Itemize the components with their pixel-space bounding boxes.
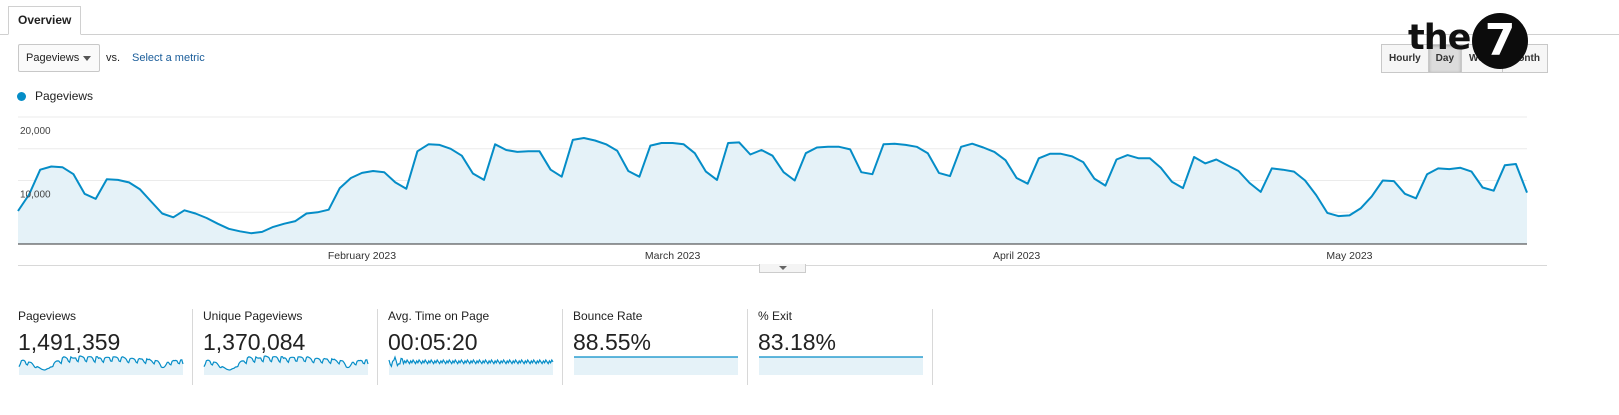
sparkline-line [388, 355, 554, 368]
sparkline [574, 356, 738, 375]
metric-select-value: Pageviews [26, 52, 80, 64]
x-tick-label: February 2023 [328, 250, 396, 262]
legend-label: Pageviews [35, 89, 94, 103]
sparkline-line [203, 355, 369, 371]
the7-logo: the 7 [1408, 12, 1532, 70]
sparkline-area [574, 357, 738, 375]
sparkline [203, 355, 369, 375]
sparkline [759, 356, 923, 375]
x-tick-label: March 2023 [645, 250, 701, 262]
sparkline [388, 355, 554, 375]
collapse-handle[interactable] [759, 264, 806, 273]
sparkline-area [389, 357, 553, 375]
sparkline-area [204, 356, 368, 375]
sparkline-area [759, 357, 923, 375]
stat-divider [747, 309, 748, 385]
sparkline-area [19, 356, 183, 375]
stat-divider [192, 309, 193, 385]
metric-select[interactable]: Pageviews [18, 44, 100, 72]
sparkline-line [18, 355, 184, 371]
select-metric-link[interactable]: Select a metric [132, 52, 205, 64]
y-tick-label: 10,000 [20, 190, 51, 201]
tab-bar: Overview [0, 0, 1619, 35]
stat-divider [562, 309, 563, 385]
x-tick-label: May 2023 [1326, 250, 1372, 262]
tab-overview[interactable]: Overview [8, 6, 82, 35]
vs-label: vs. [106, 52, 121, 64]
stat-divider [932, 309, 933, 385]
stat-divider [377, 309, 378, 385]
x-tick-label: April 2023 [993, 250, 1040, 262]
sparkline [18, 355, 184, 375]
day-button[interactable]: Day [1427, 44, 1463, 73]
series-area [18, 138, 1527, 244]
hourly-button[interactable]: Hourly [1381, 44, 1429, 73]
series-line [17, 137, 1528, 235]
series-dot-icon [17, 91, 26, 101]
pageviews-chart: 20,000 10,000 February 2023 March 2023 April… [17, 116, 1528, 262]
chevron-down-icon [779, 266, 787, 270]
y-tick-label: 20,000 [20, 126, 51, 137]
caret-down-icon [83, 56, 91, 61]
chart-legend: Pageviews [17, 89, 93, 103]
